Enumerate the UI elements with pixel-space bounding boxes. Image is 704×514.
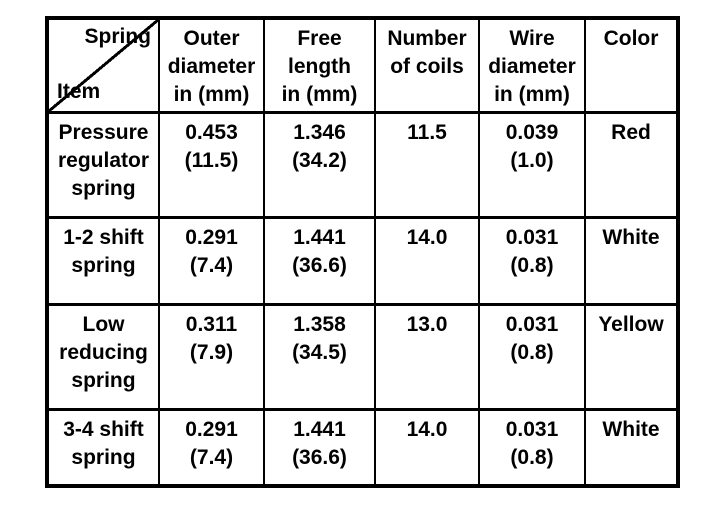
column-header-number-of-coils: Number of coils [374, 16, 480, 114]
cell-color: White [584, 408, 679, 487]
cell-number-of-coils: 14.0 [374, 408, 480, 487]
cell-free-length: 1.441 (36.6) [263, 408, 376, 487]
cell-item: 1-2 shift spring [46, 216, 160, 306]
column-header-free-length: Free length in (mm) [263, 16, 376, 114]
table-row-pressure-regulator-spring: Pressure regulator spring 0.453 (11.5) 1… [46, 111, 679, 219]
corner-cell-spring-item: Spring Item [46, 16, 160, 114]
table-row-3-4-shift-spring: 3-4 shift spring 0.291 (7.4) 1.441 (36.6… [46, 408, 679, 487]
corner-label-spring: Spring [84, 25, 152, 48]
cell-number-of-coils: 14.0 [374, 216, 480, 306]
cell-wire-diameter: 0.039 (1.0) [478, 111, 586, 219]
cell-color: Red [584, 111, 679, 219]
cell-number-of-coils: 11.5 [374, 111, 480, 219]
cell-wire-diameter: 0.031 (0.8) [478, 216, 586, 306]
cell-outer-diameter: 0.291 (7.4) [158, 216, 265, 306]
header-row: Spring Item Outer diameter in (mm) Free … [46, 16, 679, 114]
column-header-color: Color [584, 16, 679, 114]
cell-item: 3-4 shift spring [46, 408, 160, 487]
table-row-low-reducing-spring: Low reducing spring 0.311 (7.9) 1.358 (3… [46, 303, 679, 411]
corner-label-item: Item [57, 80, 101, 103]
cell-color: Yellow [584, 303, 679, 411]
cell-free-length: 1.358 (34.5) [263, 303, 376, 411]
cell-outer-diameter: 0.311 (7.9) [158, 303, 265, 411]
cell-color: White [584, 216, 679, 306]
cell-item: Low reducing spring [46, 303, 160, 411]
cell-outer-diameter: 0.291 (7.4) [158, 408, 265, 487]
cell-free-length: 1.441 (36.6) [263, 216, 376, 306]
cell-wire-diameter: 0.031 (0.8) [478, 408, 586, 487]
cell-number-of-coils: 13.0 [374, 303, 480, 411]
cell-outer-diameter: 0.453 (11.5) [158, 111, 265, 219]
cell-item: Pressure regulator spring [46, 111, 160, 219]
spring-spec-table: Spring Item Outer diameter in (mm) Free … [45, 16, 680, 488]
column-header-outer-diameter: Outer diameter in (mm) [158, 16, 265, 114]
column-header-wire-diameter: Wire diameter in (mm) [478, 16, 586, 114]
table-row-1-2-shift-spring: 1-2 shift spring 0.291 (7.4) 1.441 (36.6… [46, 216, 679, 306]
cell-free-length: 1.346 (34.2) [263, 111, 376, 219]
cell-wire-diameter: 0.031 (0.8) [478, 303, 586, 411]
